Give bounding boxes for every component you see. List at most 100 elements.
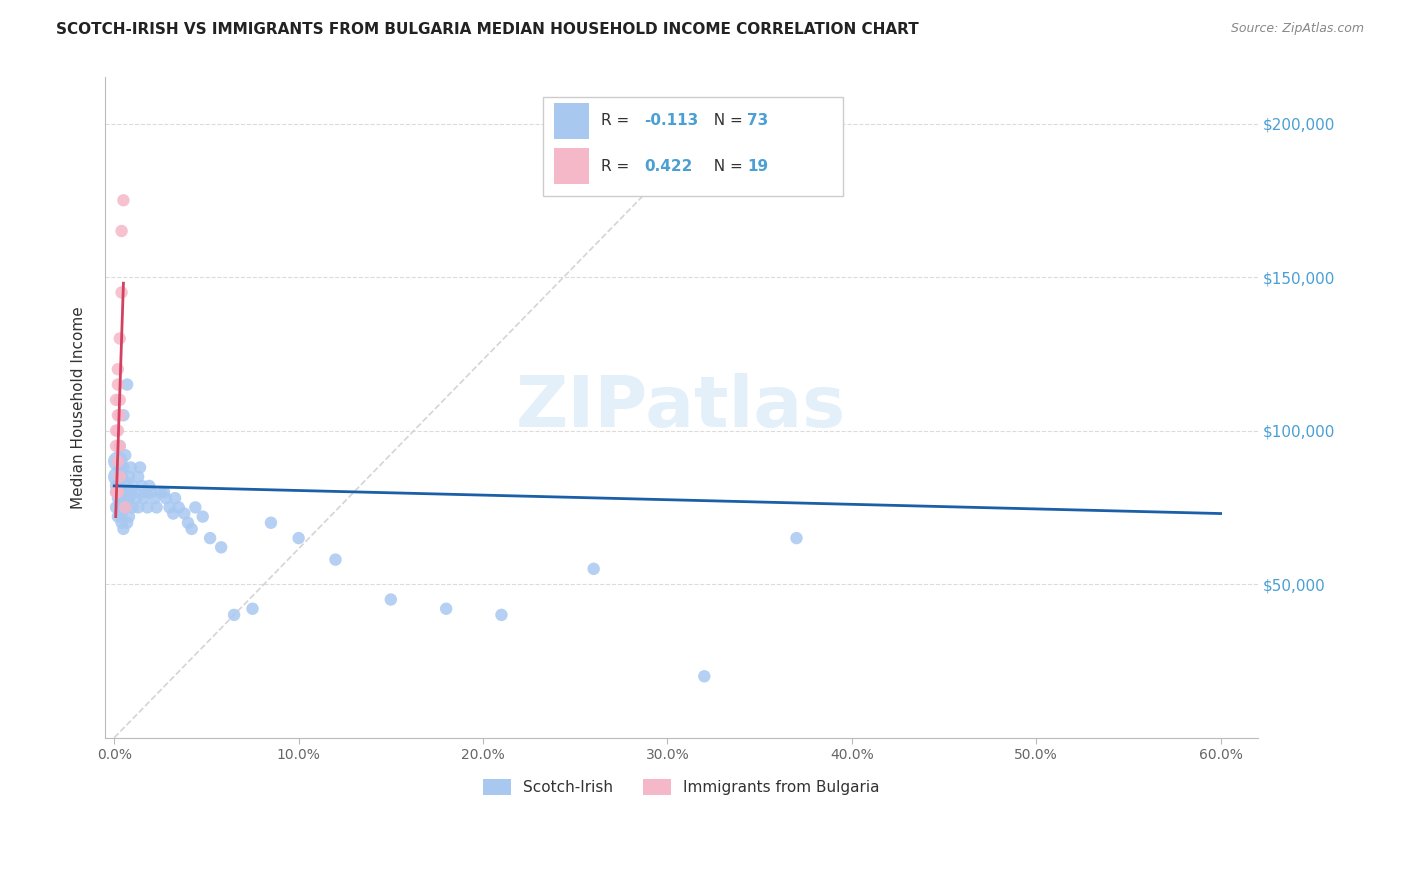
Point	[115, 516, 138, 530]
Point	[325, 552, 347, 566]
Point	[112, 522, 135, 536]
Point	[110, 285, 132, 300]
Point	[191, 509, 214, 524]
Point	[222, 607, 245, 622]
Point	[107, 377, 129, 392]
Point	[127, 500, 149, 515]
Point	[105, 485, 128, 500]
Point	[173, 507, 195, 521]
Point	[110, 485, 132, 500]
Point	[120, 485, 142, 500]
Point	[108, 409, 131, 423]
Text: 73: 73	[747, 113, 768, 128]
Point	[180, 522, 202, 536]
Point	[107, 409, 129, 423]
Point	[118, 469, 141, 483]
Point	[107, 424, 129, 438]
Point	[114, 485, 136, 500]
Point	[124, 485, 146, 500]
Point	[143, 491, 166, 505]
Text: -0.113: -0.113	[644, 113, 699, 128]
Point	[110, 516, 132, 530]
Bar	[543, 97, 842, 196]
Point	[112, 491, 135, 505]
Point	[131, 479, 153, 493]
Point	[165, 491, 187, 505]
Point	[112, 460, 135, 475]
Point	[107, 485, 129, 500]
Point	[107, 454, 129, 468]
Point	[132, 491, 155, 505]
Point	[112, 500, 135, 515]
Point	[108, 392, 131, 407]
Point	[198, 531, 221, 545]
Point	[115, 377, 138, 392]
Text: 0.422: 0.422	[644, 159, 693, 174]
Point	[167, 500, 190, 515]
Text: N =: N =	[704, 113, 748, 128]
Point	[108, 469, 131, 483]
Point	[121, 479, 143, 493]
Point	[287, 531, 309, 545]
Point	[108, 479, 131, 493]
Point	[184, 500, 207, 515]
Point	[115, 475, 138, 490]
Point	[107, 469, 129, 483]
Point	[242, 601, 264, 615]
Point	[155, 491, 177, 505]
Bar	[554, 148, 589, 185]
Point	[118, 491, 141, 505]
Point	[120, 460, 142, 475]
Point	[112, 194, 135, 208]
Point	[491, 607, 513, 622]
Point	[107, 491, 129, 505]
Point	[110, 507, 132, 521]
Point	[105, 485, 128, 500]
Point	[108, 460, 131, 475]
Point	[129, 460, 152, 475]
Point	[260, 516, 283, 530]
Text: Source: ZipAtlas.com: Source: ZipAtlas.com	[1230, 22, 1364, 36]
Point	[114, 500, 136, 515]
Point	[135, 485, 157, 500]
Point	[115, 494, 138, 508]
Y-axis label: Median Household Income: Median Household Income	[72, 306, 86, 509]
Text: ZIPatlas: ZIPatlas	[516, 373, 846, 442]
Point	[108, 497, 131, 511]
Point	[177, 516, 200, 530]
Point	[110, 494, 132, 508]
Point	[153, 485, 176, 500]
Point	[159, 500, 181, 515]
Point	[112, 409, 135, 423]
Point	[108, 439, 131, 453]
Point	[380, 592, 402, 607]
Point	[105, 500, 128, 515]
Legend: Scotch-Irish, Immigrants from Bulgaria: Scotch-Irish, Immigrants from Bulgaria	[475, 772, 887, 803]
Point	[434, 601, 457, 615]
Point	[693, 669, 716, 683]
Text: R =: R =	[600, 159, 634, 174]
Point	[110, 469, 132, 483]
Point	[118, 509, 141, 524]
Point	[149, 485, 172, 500]
Point	[162, 507, 184, 521]
Point	[107, 509, 129, 524]
Point	[138, 479, 160, 493]
Text: N =: N =	[704, 159, 748, 174]
Text: SCOTCH-IRISH VS IMMIGRANTS FROM BULGARIA MEDIAN HOUSEHOLD INCOME CORRELATION CHA: SCOTCH-IRISH VS IMMIGRANTS FROM BULGARIA…	[56, 22, 920, 37]
Point	[125, 491, 148, 505]
Point	[105, 439, 128, 453]
Point	[107, 362, 129, 376]
Point	[114, 500, 136, 515]
Text: 19: 19	[747, 159, 768, 174]
Bar	[554, 103, 589, 139]
Point	[145, 500, 167, 515]
Point	[107, 454, 129, 468]
Point	[105, 479, 128, 493]
Point	[110, 224, 132, 238]
Point	[139, 485, 162, 500]
Point	[108, 439, 131, 453]
Point	[136, 500, 159, 515]
Point	[127, 469, 149, 483]
Point	[121, 500, 143, 515]
